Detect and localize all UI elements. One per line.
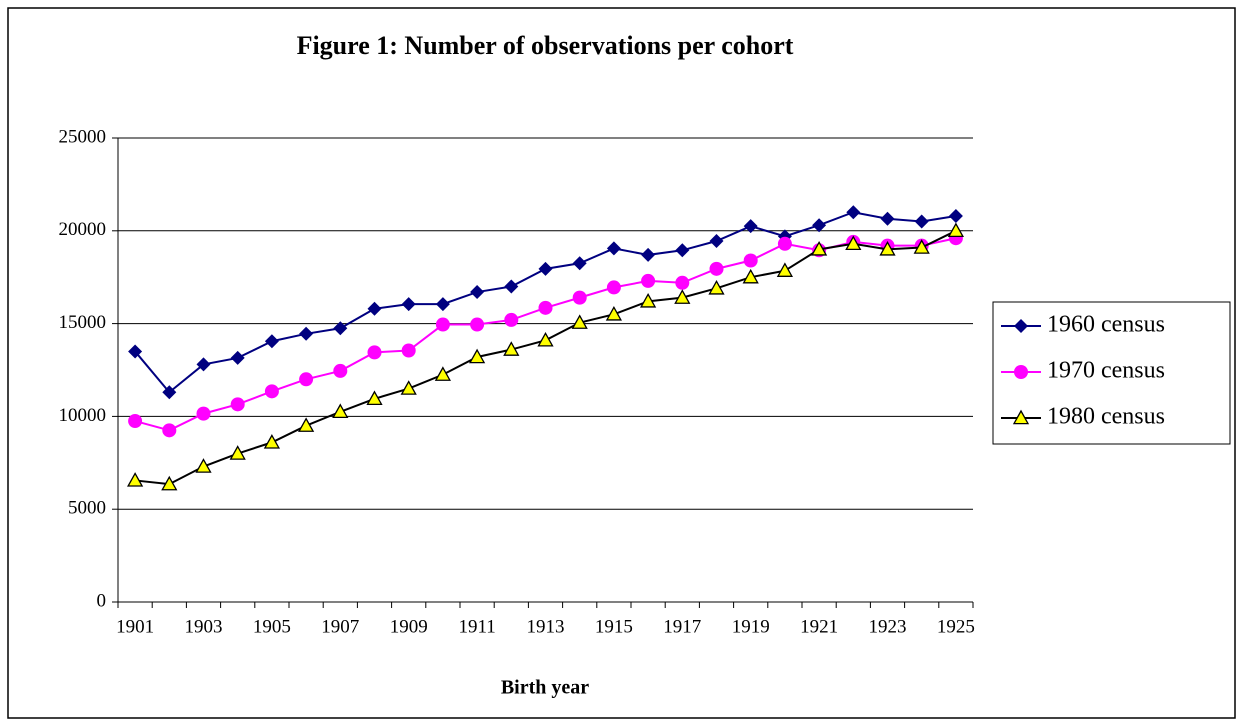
legend-marker (1014, 365, 1028, 379)
legend-marker (1012, 409, 1030, 425)
marker (914, 214, 929, 229)
x-tick-label: 1907 (321, 616, 359, 637)
marker (128, 414, 143, 429)
marker (299, 372, 314, 387)
marker (162, 385, 177, 400)
marker (161, 475, 178, 491)
marker (264, 384, 279, 399)
marker (674, 289, 691, 304)
x-tick-label: 1923 (869, 616, 907, 637)
marker (641, 273, 656, 288)
marker (468, 348, 486, 364)
marker (606, 280, 621, 295)
marker (470, 285, 485, 300)
marker (743, 253, 758, 268)
marker (297, 417, 315, 432)
marker (128, 344, 143, 359)
marker (572, 256, 587, 271)
marker (571, 314, 588, 329)
marker (776, 262, 794, 277)
marker (435, 297, 450, 312)
marker (742, 268, 759, 284)
marker (195, 458, 212, 473)
y-tick-label: 15000 (59, 312, 107, 333)
x-tick-label: 1911 (458, 616, 495, 637)
marker (846, 205, 861, 220)
marker (333, 321, 348, 336)
marker (913, 239, 930, 254)
marker (126, 472, 144, 487)
x-tick-label: 1903 (185, 616, 223, 637)
marker (401, 297, 416, 312)
marker (263, 434, 281, 449)
x-tick-label: 1921 (800, 616, 838, 637)
x-tick-label: 1901 (116, 616, 154, 637)
marker (538, 300, 553, 315)
marker (435, 317, 450, 332)
marker (572, 290, 587, 305)
marker (196, 406, 211, 421)
marker (162, 423, 177, 438)
marker (400, 380, 417, 395)
marker (230, 350, 245, 365)
marker (777, 236, 792, 251)
legend-marker (1014, 319, 1028, 333)
x-tick-label: 1909 (390, 616, 428, 637)
legend-label: 1960 census (1047, 312, 1165, 338)
marker (434, 366, 452, 381)
chart-title: Figure 1: Number of observations per coh… (297, 31, 794, 60)
marker (639, 292, 657, 308)
legend-label: 1970 census (1047, 358, 1165, 384)
marker (332, 403, 349, 419)
y-tick-label: 25000 (59, 126, 107, 147)
marker (299, 326, 314, 341)
marker (605, 305, 623, 321)
marker (708, 279, 725, 295)
marker (229, 445, 246, 460)
marker (470, 317, 485, 332)
marker (333, 363, 348, 378)
y-tick-label: 5000 (68, 498, 106, 519)
legend-label: 1980 census (1047, 404, 1165, 430)
marker (709, 261, 724, 276)
x-tick-label: 1925 (937, 616, 975, 637)
marker (675, 275, 690, 290)
marker (196, 357, 211, 372)
marker (367, 301, 382, 316)
marker (503, 341, 520, 356)
y-tick-label: 10000 (59, 405, 107, 426)
x-tick-label: 1917 (663, 616, 701, 637)
marker (641, 247, 656, 262)
marker (675, 243, 690, 258)
marker (537, 331, 554, 347)
marker (709, 234, 724, 249)
marker (366, 390, 383, 406)
marker (947, 222, 965, 238)
x-tick-label: 1915 (595, 616, 633, 637)
x-tick-label: 1913 (527, 616, 565, 637)
x-tick-label: 1905 (253, 616, 291, 637)
marker (810, 241, 828, 256)
marker (879, 241, 896, 256)
marker (264, 334, 279, 349)
marker (880, 211, 895, 226)
y-tick-label: 20000 (59, 219, 107, 240)
marker (538, 261, 553, 276)
marker (743, 219, 758, 234)
marker (504, 312, 519, 327)
x-axis-title: Birth year (501, 677, 589, 699)
marker (845, 235, 862, 251)
marker (948, 208, 963, 223)
y-tick-label: 0 (97, 590, 107, 611)
x-tick-label: 1919 (732, 616, 770, 637)
marker (230, 397, 245, 412)
marker (606, 241, 621, 256)
marker (504, 279, 519, 294)
marker (401, 343, 416, 358)
marker (367, 345, 382, 360)
marker (812, 218, 827, 233)
